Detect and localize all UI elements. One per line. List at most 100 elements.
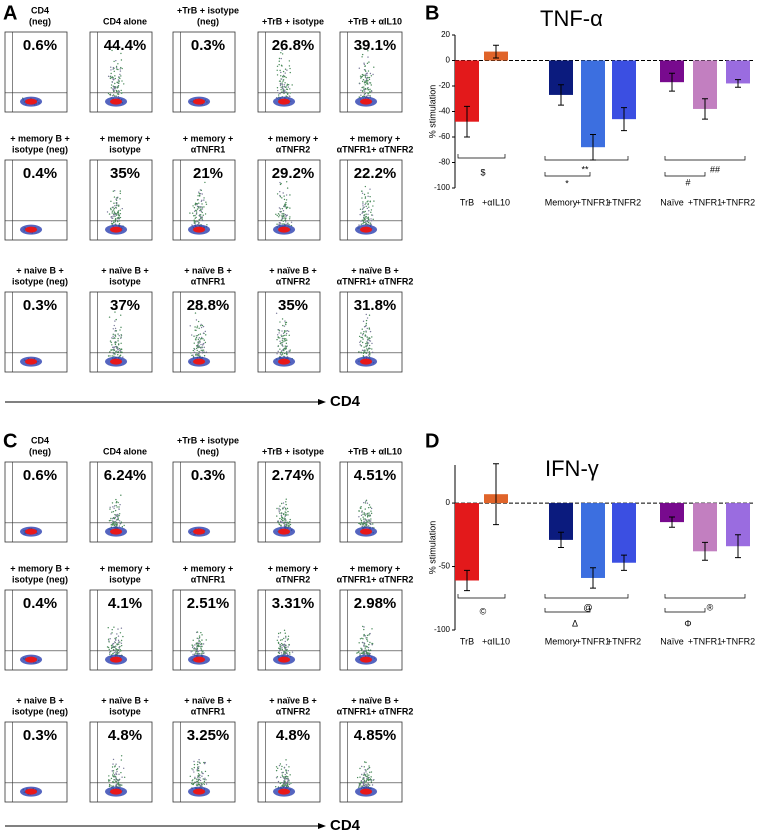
event-dot — [115, 648, 118, 650]
event-dot — [115, 780, 117, 783]
event-dot — [360, 648, 363, 650]
event-dot — [367, 520, 369, 523]
event-dot — [282, 784, 284, 786]
event-dot — [366, 217, 368, 219]
event-dot — [286, 187, 289, 189]
event-dot — [112, 772, 115, 774]
event-dot — [113, 349, 116, 351]
event-dot — [289, 523, 292, 526]
event-dot — [282, 517, 284, 520]
event-dot — [369, 779, 371, 781]
event-dot — [278, 329, 281, 332]
event-dot — [110, 650, 112, 653]
density-core — [360, 788, 373, 795]
event-dot — [366, 82, 369, 84]
event-dot — [367, 338, 369, 340]
event-dot — [120, 52, 122, 55]
event-dot — [371, 90, 373, 93]
event-dot — [367, 203, 370, 205]
event-dot — [370, 507, 373, 510]
event-dot — [279, 69, 281, 72]
event-dot — [115, 350, 117, 353]
event-dot — [366, 525, 368, 527]
event-dot — [202, 349, 205, 351]
event-dot — [197, 206, 199, 208]
event-dot — [113, 641, 116, 643]
event-dot — [116, 514, 118, 516]
event-dot — [284, 640, 286, 643]
density-core — [25, 358, 38, 365]
event-dot — [276, 87, 279, 89]
event-dot — [113, 87, 116, 89]
event-dot — [121, 67, 123, 70]
event-dot — [285, 635, 287, 638]
event-dot — [119, 216, 122, 219]
event-dot — [109, 653, 111, 655]
events — [107, 311, 124, 364]
event-dot — [281, 341, 284, 343]
event-dot — [117, 649, 119, 651]
event-dot — [287, 646, 289, 648]
event-dot — [114, 775, 117, 778]
event-dot — [364, 203, 366, 206]
event-dot — [367, 779, 370, 782]
event-dot — [192, 769, 194, 771]
event-dot — [192, 354, 194, 356]
percent: 2.51% — [187, 595, 230, 612]
plot-title: isotype — [109, 276, 141, 286]
event-dot — [201, 652, 203, 655]
event-dot — [116, 500, 118, 503]
event-dot — [201, 193, 203, 195]
event-dot — [286, 653, 289, 655]
event-dot — [358, 651, 360, 653]
event-dot — [205, 639, 207, 641]
event-dot — [360, 521, 363, 524]
event-dot — [285, 221, 287, 223]
event-dot — [282, 324, 284, 327]
event-dot — [285, 501, 287, 503]
event-dot — [369, 352, 371, 355]
event-dot — [277, 350, 279, 353]
event-dot — [282, 70, 285, 73]
event-dot — [204, 770, 207, 773]
event-dot — [361, 336, 363, 339]
event-dot — [197, 773, 200, 775]
event-dot — [200, 216, 202, 218]
event-dot — [114, 343, 117, 346]
event-dot — [193, 771, 195, 773]
event-dot — [114, 220, 117, 223]
event-dot — [366, 775, 369, 777]
event-dot — [361, 349, 364, 351]
event-dot — [283, 330, 286, 332]
event-dot — [363, 772, 365, 774]
event-dot — [281, 207, 284, 210]
event-dot — [365, 342, 367, 345]
event-dot — [115, 519, 118, 521]
event-dot — [198, 775, 200, 778]
chart-title: IFN-γ — [545, 456, 599, 481]
event-dot — [197, 778, 199, 780]
event-dot — [288, 780, 290, 782]
event-dot — [196, 349, 198, 352]
event-dot — [287, 775, 289, 778]
event-dot — [372, 205, 374, 207]
x-tick-label: +TNFR2 — [721, 197, 755, 207]
event-dot — [362, 332, 365, 335]
event-dot — [196, 202, 198, 205]
event-dot — [367, 525, 370, 527]
event-dot — [200, 206, 202, 208]
event-dot — [114, 214, 116, 216]
event-dot — [368, 327, 370, 329]
event-dot — [197, 644, 199, 647]
event-dot — [202, 325, 205, 328]
event-dot — [360, 340, 362, 342]
x-tick-label: +TNFR1 — [576, 197, 610, 207]
bar — [660, 60, 684, 83]
percent: 35% — [110, 165, 140, 182]
plot-title: + memory + — [183, 133, 234, 143]
bracket — [664, 594, 746, 599]
percent: 44.4% — [104, 37, 147, 54]
y-axis-label: % stimulation — [427, 521, 437, 575]
event-dot — [120, 334, 122, 336]
plot-title: isotype — [109, 574, 141, 584]
